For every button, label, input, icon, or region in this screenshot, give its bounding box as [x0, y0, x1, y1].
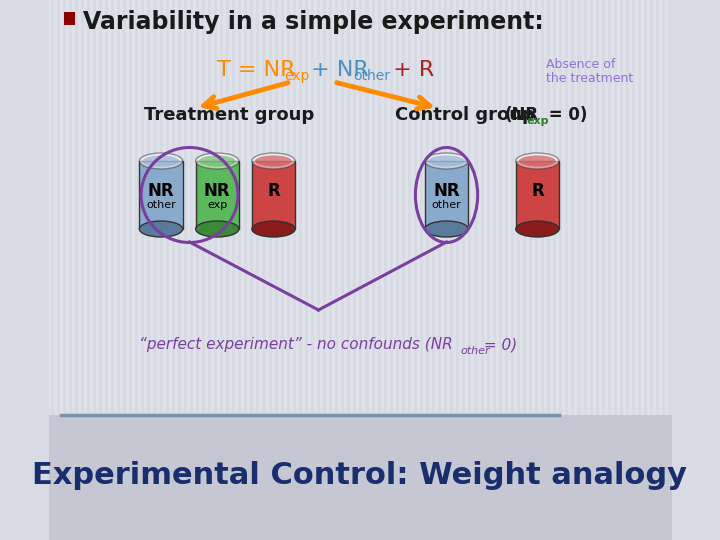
Text: = 0): = 0): [479, 338, 517, 353]
Text: + R: + R: [386, 60, 434, 80]
Text: other: other: [432, 200, 462, 210]
Ellipse shape: [252, 153, 295, 169]
Bar: [516, 161, 559, 229]
Text: R: R: [531, 182, 544, 200]
Bar: [64, 12, 76, 25]
Bar: [140, 161, 183, 229]
Text: NR: NR: [204, 182, 230, 200]
Text: exp: exp: [527, 116, 549, 126]
Ellipse shape: [428, 156, 465, 167]
Text: Treatment group: Treatment group: [144, 106, 314, 124]
Text: = 0): = 0): [544, 106, 588, 124]
Text: “perfect experiment” - no confounds (NR: “perfect experiment” - no confounds (NR: [140, 338, 453, 353]
Ellipse shape: [252, 221, 295, 237]
Text: NR: NR: [433, 182, 460, 200]
Text: other: other: [146, 200, 176, 210]
Text: (NR: (NR: [505, 106, 539, 124]
Ellipse shape: [519, 156, 556, 167]
Text: NR: NR: [148, 182, 174, 200]
Text: Control group: Control group: [395, 106, 534, 124]
Text: the treatment: the treatment: [546, 71, 634, 84]
Bar: [48, 415, 672, 540]
Text: exp: exp: [207, 200, 228, 210]
Ellipse shape: [425, 221, 468, 237]
Text: Variability in a simple experiment:: Variability in a simple experiment:: [83, 10, 544, 34]
Text: exp: exp: [284, 69, 310, 83]
Ellipse shape: [516, 153, 559, 169]
Bar: [425, 161, 468, 229]
Ellipse shape: [143, 156, 179, 167]
Ellipse shape: [199, 156, 235, 167]
Text: Experimental Control: Weight analogy: Experimental Control: Weight analogy: [32, 461, 688, 489]
Text: T = NR: T = NR: [217, 60, 296, 80]
Text: + NR: + NR: [304, 60, 369, 80]
Ellipse shape: [425, 153, 468, 169]
Ellipse shape: [140, 153, 183, 169]
Bar: [196, 161, 239, 229]
Text: other: other: [353, 69, 390, 83]
Text: other: other: [460, 346, 490, 356]
Text: Absence of: Absence of: [546, 58, 616, 71]
Ellipse shape: [196, 221, 239, 237]
Ellipse shape: [140, 221, 183, 237]
Ellipse shape: [255, 156, 292, 167]
Ellipse shape: [516, 221, 559, 237]
Bar: [252, 161, 295, 229]
Ellipse shape: [196, 153, 239, 169]
Text: R: R: [267, 182, 280, 200]
